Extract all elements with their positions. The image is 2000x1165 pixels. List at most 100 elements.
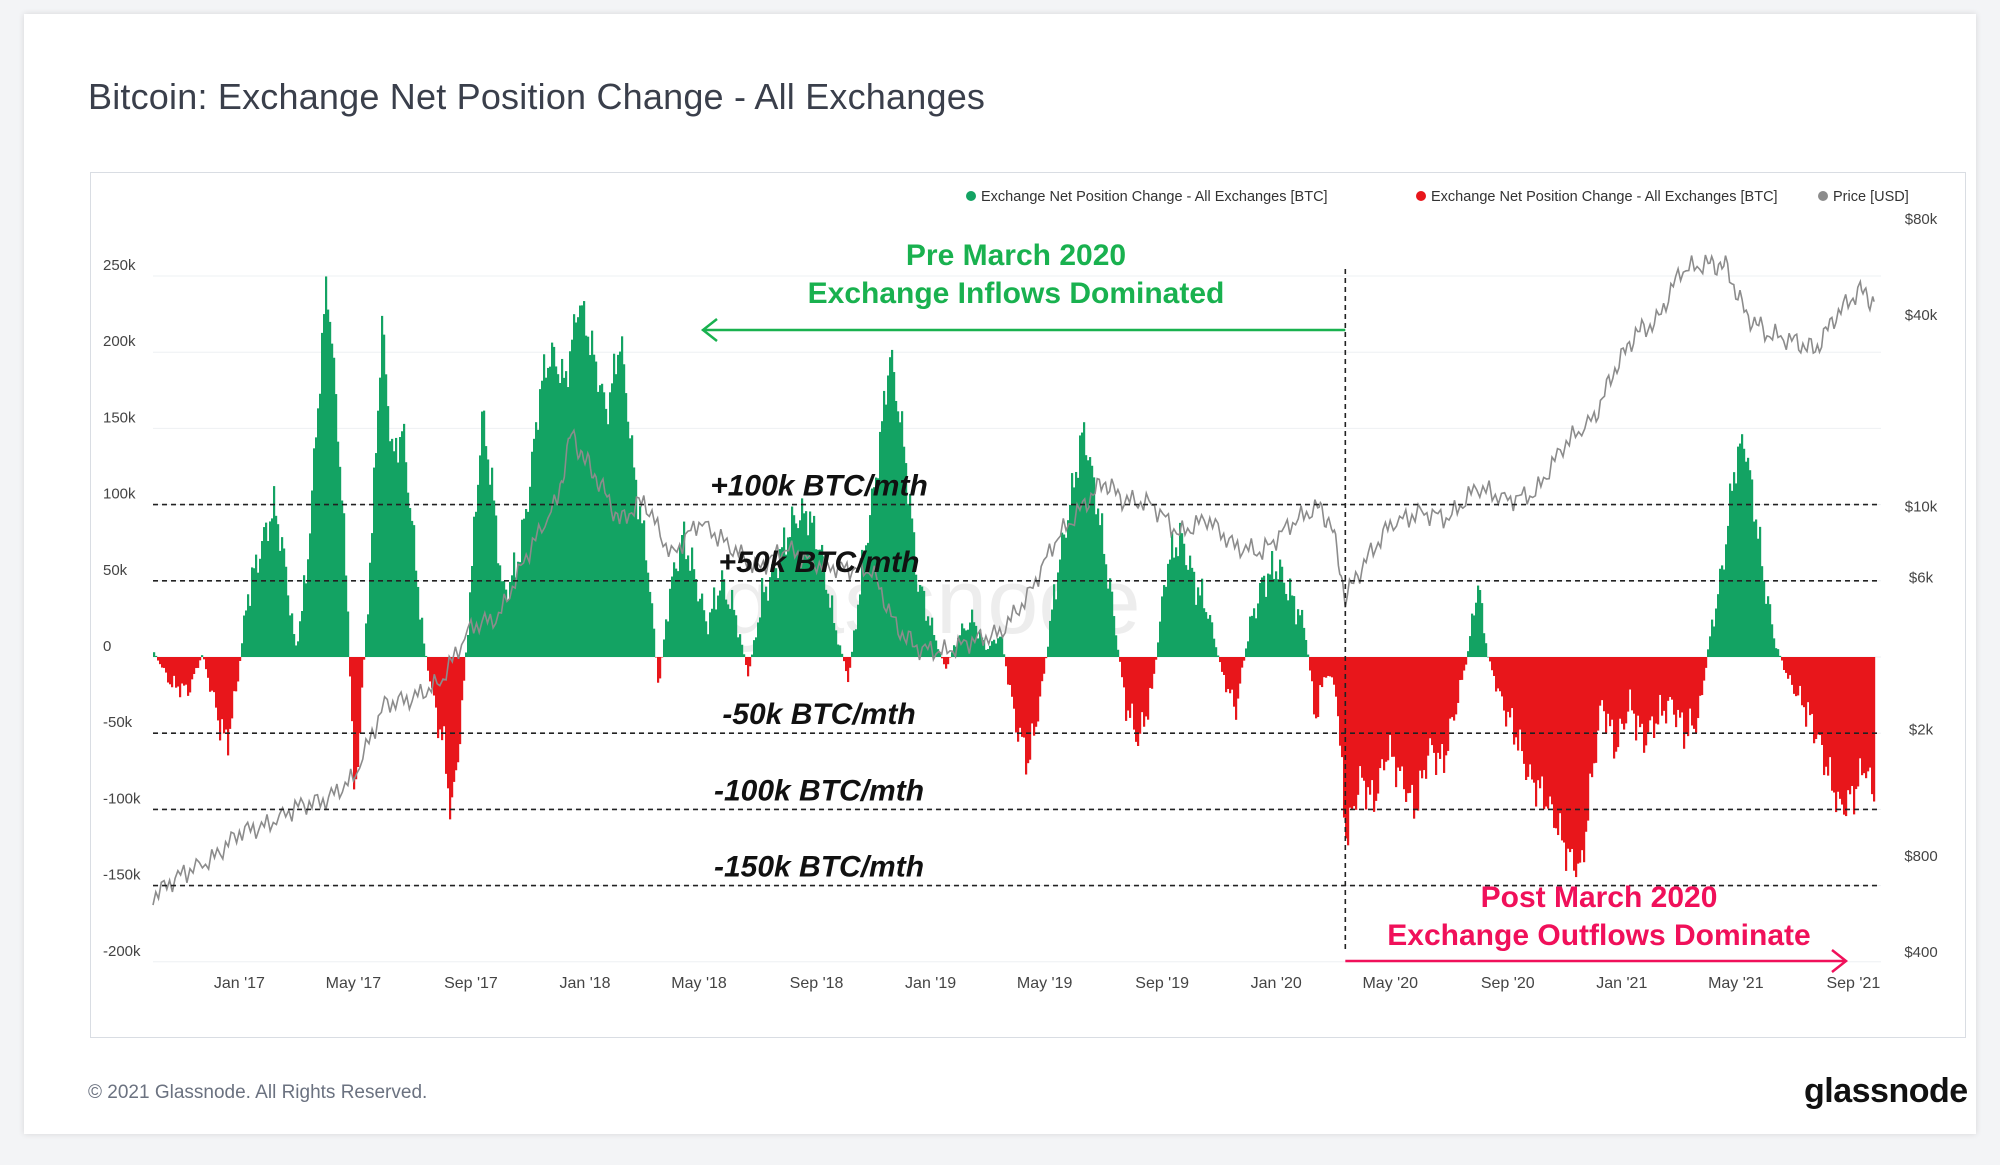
- outflow-bar: [1587, 657, 1590, 821]
- outflow-bar: [1807, 657, 1810, 703]
- inflow-bar: [697, 601, 700, 657]
- outflow-bar: [1509, 657, 1512, 718]
- inflow-bar: [625, 393, 628, 657]
- outflow-bar: [1559, 657, 1562, 814]
- outflow-bar: [1323, 657, 1326, 678]
- inflow-bar: [733, 609, 736, 657]
- inflow-bar: [1183, 543, 1186, 657]
- outflow-bar: [1673, 657, 1676, 715]
- inflow-bar: [537, 429, 540, 657]
- inflow-bar: [827, 593, 830, 657]
- outflow-bar: [1557, 657, 1560, 836]
- inflow-bar: [1083, 422, 1086, 657]
- inflow-bar: [677, 571, 680, 657]
- inflow-bar: [585, 335, 588, 657]
- x-tick-label: Jan '21: [1596, 975, 1647, 992]
- inflow-bar: [289, 615, 292, 657]
- inflow-bar: [739, 634, 742, 657]
- inflow-bar: [395, 437, 398, 657]
- price-tick-label: $40k: [1905, 307, 1938, 324]
- outflow-bar: [1243, 657, 1246, 661]
- inflow-bar: [1217, 655, 1220, 657]
- inflow-bar: [983, 640, 986, 657]
- inflow-bar: [1751, 479, 1754, 657]
- inflow-bar: [619, 351, 622, 657]
- inflow-bar: [887, 375, 890, 657]
- outflow-bar: [235, 657, 238, 692]
- inflow-bar: [1485, 643, 1488, 657]
- outflow-bar: [1403, 657, 1406, 790]
- inflow-bar: [1209, 615, 1212, 657]
- inflow-bar: [757, 622, 760, 657]
- outflow-bar: [1375, 657, 1378, 801]
- inflow-bar: [709, 612, 712, 657]
- inflow-bar: [337, 441, 340, 657]
- outflow-bar: [1663, 657, 1666, 711]
- inflow-bar: [637, 519, 640, 657]
- inflow-bar: [507, 600, 510, 657]
- inflow-bar: [381, 315, 384, 657]
- outflow-bar: [1433, 657, 1436, 753]
- outflow-bar: [1833, 657, 1836, 793]
- inflow-bar: [1281, 566, 1284, 657]
- outflow-bar: [1321, 657, 1324, 688]
- outflow-bar: [1805, 657, 1808, 727]
- outflow-bar: [1591, 657, 1594, 778]
- outflow-bar: [233, 657, 236, 692]
- outflow-bar: [1783, 657, 1786, 671]
- inflow-bar: [243, 615, 246, 657]
- outflow-bar: [437, 657, 440, 739]
- inflow-bar: [967, 629, 970, 657]
- inflow-bar: [1483, 633, 1486, 657]
- inflow-bar: [513, 552, 516, 657]
- outflow-bar: [237, 657, 240, 682]
- inflow-bar: [799, 520, 802, 657]
- outflow-bar: [1797, 657, 1800, 696]
- outflow-bar: [1501, 657, 1504, 697]
- x-tick-label: May '18: [671, 975, 727, 992]
- inflow-bar: [543, 354, 546, 657]
- inflow-bar: [1271, 551, 1274, 657]
- inflow-bar: [153, 652, 156, 657]
- inflow-bar: [1195, 604, 1198, 657]
- inflow-bar: [805, 511, 808, 657]
- outflow-bar: [163, 657, 166, 668]
- outflow-bar: [657, 657, 660, 683]
- inflow-bar: [1047, 646, 1050, 657]
- inflow-bar: [1279, 559, 1282, 657]
- inflow-bar: [541, 380, 544, 657]
- inflow-bar: [615, 374, 618, 657]
- outflow-bar: [1601, 657, 1604, 701]
- inflow-bar: [485, 446, 488, 657]
- inflow-bar: [487, 459, 490, 657]
- inflow-bar: [277, 524, 280, 657]
- inflow-bar: [389, 441, 392, 657]
- inflow-bar: [731, 589, 734, 657]
- outflow-bar: [1621, 657, 1624, 724]
- inflow-bar: [1269, 574, 1272, 657]
- x-tick-label: Sep '21: [1826, 975, 1880, 992]
- inflow-bar: [547, 367, 550, 657]
- outflow-bar: [187, 657, 190, 696]
- outflow-bar: [1373, 657, 1376, 812]
- outflow-bar: [169, 657, 172, 685]
- inflow-bar: [603, 392, 606, 657]
- outflow-bar: [171, 657, 174, 688]
- outflow-bar: [1537, 657, 1540, 781]
- inflow-bar: [317, 408, 320, 657]
- inflow-bar: [1067, 520, 1070, 657]
- outflow-bar: [1565, 657, 1568, 871]
- annotation-post-line2: Exchange Outflows Dominate: [1387, 919, 1810, 952]
- inflow-bar: [775, 568, 778, 657]
- inflow-bar: [497, 563, 500, 657]
- inflow-bar: [369, 562, 372, 657]
- inflow-bar: [931, 617, 934, 657]
- inflow-bar: [789, 537, 792, 657]
- inflow-bar: [773, 563, 776, 657]
- inflow-bar: [1063, 534, 1066, 657]
- outflow-bar: [1311, 657, 1314, 682]
- inflow-bar: [397, 462, 400, 657]
- price-line: [152, 253, 1875, 906]
- x-tick-label: Sep '18: [790, 975, 844, 992]
- inflow-bar: [783, 527, 786, 657]
